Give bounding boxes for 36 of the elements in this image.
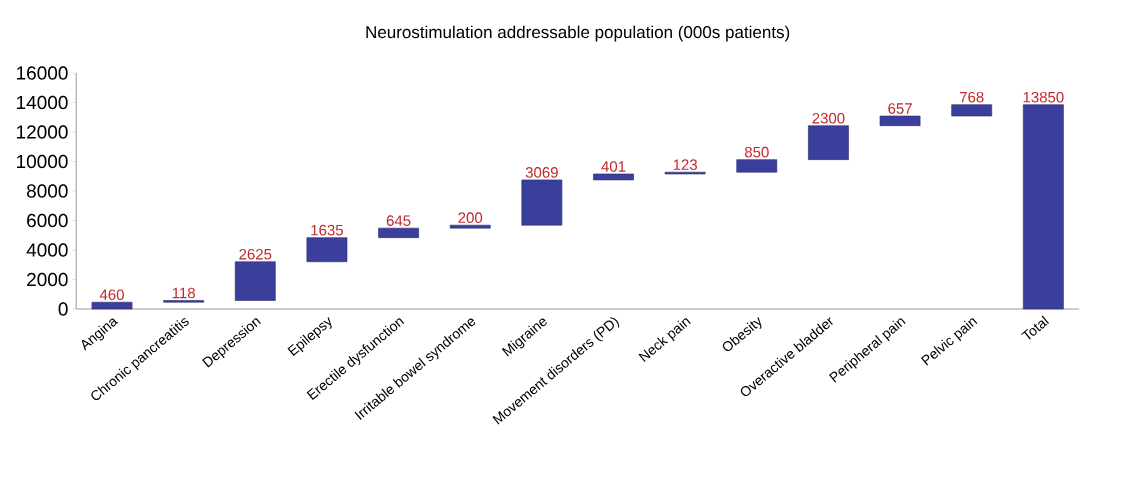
bar bbox=[234, 261, 276, 301]
bar bbox=[378, 227, 419, 238]
bar bbox=[951, 104, 993, 117]
bar bbox=[1022, 104, 1064, 310]
bar bbox=[593, 173, 634, 181]
y-tick-label: 8000 bbox=[26, 184, 68, 198]
bar bbox=[736, 159, 778, 173]
bar bbox=[306, 237, 348, 263]
y-tick-label: 4000 bbox=[26, 243, 68, 257]
y-tick-label: 2000 bbox=[27, 272, 68, 287]
data-label: 768 bbox=[959, 91, 984, 103]
data-label: 645 bbox=[386, 215, 411, 226]
y-tick-label: 10000 bbox=[17, 154, 68, 169]
bar bbox=[808, 125, 849, 160]
data-label: 460 bbox=[99, 289, 124, 301]
bar bbox=[91, 301, 133, 310]
data-label: 123 bbox=[673, 159, 697, 170]
data-label: 200 bbox=[458, 212, 483, 223]
data-label: 401 bbox=[601, 161, 626, 172]
y-tick-label: 14000 bbox=[17, 95, 68, 110]
bar bbox=[521, 179, 563, 226]
y-tick-label: 0 bbox=[58, 302, 68, 316]
bar bbox=[449, 224, 491, 229]
data-label: 850 bbox=[744, 146, 769, 158]
chart-title: Neurostimulation addressable population (000s patients) bbox=[366, 25, 790, 42]
y-tick-label: 12000 bbox=[17, 125, 68, 139]
data-label: 118 bbox=[172, 287, 195, 299]
y-tick-label: 6000 bbox=[27, 213, 68, 228]
data-label: 657 bbox=[888, 103, 912, 114]
data-label: 3069 bbox=[525, 167, 558, 178]
data-label: 1635 bbox=[311, 224, 343, 236]
y-tick-label: 16000 bbox=[17, 66, 68, 80]
data-label: 13850 bbox=[1023, 91, 1064, 103]
data-label: 2625 bbox=[239, 248, 272, 260]
bar bbox=[879, 115, 921, 127]
data-label: 2300 bbox=[812, 112, 845, 124]
